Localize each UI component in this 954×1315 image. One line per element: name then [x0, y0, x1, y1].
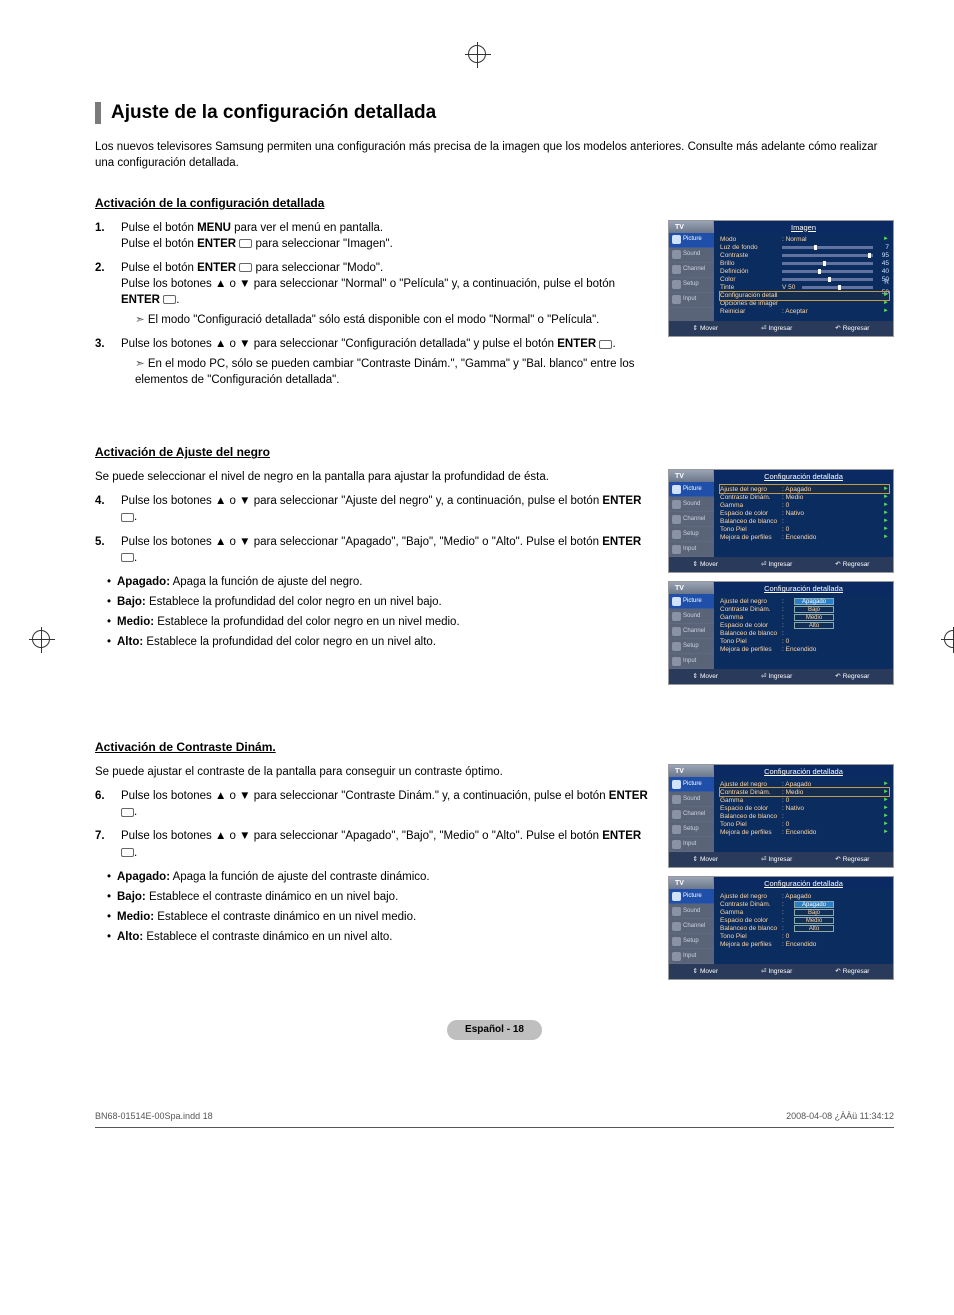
tv-side-item: Picture	[669, 233, 714, 248]
bullet-item: Alto: Establece la profundidad del color…	[107, 634, 654, 650]
tv-side-item: Input	[669, 837, 714, 852]
tv-side-item: Sound	[669, 904, 714, 919]
print-reg-mark-top	[468, 45, 486, 63]
tv-side-item: Sound	[669, 497, 714, 512]
tv-menu-row: Mejora de perfiles: Encendido	[720, 645, 889, 653]
section-heading: Activación de Contraste Dinám.	[95, 739, 894, 756]
bullet-item: Alto: Establece el contraste dinámico en…	[107, 929, 654, 945]
tv-side-item: Channel	[669, 807, 714, 822]
step-item: 4.Pulse los botones ▲ o ▼ para seleccion…	[95, 493, 654, 525]
tv-menu-imagen: TVImagenPictureSoundChannelSetupInputMod…	[668, 220, 894, 337]
step-item: 6.Pulse los botones ▲ o ▼ para seleccion…	[95, 788, 654, 820]
section-heading: Activación de la configuración detallada	[95, 195, 894, 212]
tv-side-item: Channel	[669, 624, 714, 639]
tv-side-item: Input	[669, 949, 714, 964]
step-item: 7.Pulse los botones ▲ o ▼ para seleccion…	[95, 828, 654, 860]
tv-side-item: Input	[669, 293, 714, 308]
tv-menu-config-detallada: TVConfiguración detalladaPictureSoundCha…	[668, 469, 894, 573]
bullet-item: Medio: Establece la profundidad del colo…	[107, 614, 654, 630]
tv-side-item: Channel	[669, 263, 714, 278]
step-item: 2.Pulse el botón ENTER para seleccionar …	[95, 260, 654, 328]
tv-side-item: Sound	[669, 609, 714, 624]
footer-left: BN68-01514E-00Spa.indd 18	[95, 1110, 213, 1123]
tv-side-item: Setup	[669, 822, 714, 837]
tv-menu-row: Mejora de perfiles: Encendido	[720, 940, 889, 948]
steps-list: 1.Pulse el botón MENU para ver el menú e…	[95, 220, 654, 389]
tv-side-item: Setup	[669, 527, 714, 542]
tv-menu-row: Mejora de perfiles: Encendido►	[720, 533, 889, 541]
bullet-item: Bajo: Establece la profundidad del color…	[107, 594, 654, 610]
intro-text: Los nuevos televisores Samsung permiten …	[95, 139, 894, 171]
section-desc: Se puede ajustar el contraste de la pant…	[95, 764, 654, 780]
tv-side-item: Picture	[669, 482, 714, 497]
tv-side-item: Picture	[669, 594, 714, 609]
print-footer: BN68-01514E-00Spa.indd 18 2008-04-08 ¿ÀÀ…	[95, 1110, 894, 1123]
tv-side-item: Setup	[669, 278, 714, 293]
tv-side-item: Sound	[669, 792, 714, 807]
print-reg-mark-left	[32, 630, 50, 648]
page-title: Ajuste de la configuración detallada	[111, 100, 436, 127]
section-activation-detailed: Activación de la configuración detallada…	[95, 195, 894, 397]
tv-side-item: Setup	[669, 639, 714, 654]
section-heading: Activación de Ajuste del negro	[95, 444, 894, 461]
footer-right: 2008-04-08 ¿ÀÀü 11:34:12	[786, 1110, 894, 1123]
bullet-item: Apagado: Apaga la función de ajuste del …	[107, 869, 654, 885]
steps-list: 4.Pulse los botones ▲ o ▼ para seleccion…	[95, 493, 654, 565]
tv-side-item: Sound	[669, 248, 714, 263]
bullet-list: Apagado: Apaga la función de ajuste del …	[95, 869, 654, 945]
bullet-item: Bajo: Establece el contraste dinámico en…	[107, 889, 654, 905]
tv-menu-config-detallada: TVConfiguración detalladaPictureSoundCha…	[668, 764, 894, 868]
section-contraste-dinam: Activación de Contraste Dinám. Se puede …	[95, 739, 894, 980]
page-number-badge: Español - 18	[95, 1020, 894, 1040]
tv-menu-config-detallada-options: TVConfiguración detalladaPictureSoundCha…	[668, 876, 894, 980]
bullet-item: Apagado: Apaga la función de ajuste del …	[107, 574, 654, 590]
footer-rule	[95, 1127, 894, 1128]
section-ajuste-del-negro: Activación de Ajuste del negro Se puede …	[95, 444, 894, 685]
tv-menu-config-detallada-options: TVConfiguración detalladaPictureSoundCha…	[668, 581, 894, 685]
tv-side-item: Channel	[669, 512, 714, 527]
tv-menu-row: Mejora de perfiles: Encendido►	[720, 828, 889, 836]
bullet-list: Apagado: Apaga la función de ajuste del …	[95, 574, 654, 650]
section-desc: Se puede seleccionar el nivel de negro e…	[95, 469, 654, 485]
tv-side-item: Input	[669, 542, 714, 557]
tv-menu-row: Reiniciar: Aceptar►	[720, 308, 889, 316]
steps-list: 6.Pulse los botones ▲ o ▼ para seleccion…	[95, 788, 654, 860]
tv-side-item: Channel	[669, 919, 714, 934]
bullet-item: Medio: Establece el contraste dinámico e…	[107, 909, 654, 925]
tv-side-item: Setup	[669, 934, 714, 949]
step-item: 1.Pulse el botón MENU para ver el menú e…	[95, 220, 654, 252]
step-item: 5.Pulse los botones ▲ o ▼ para seleccion…	[95, 534, 654, 566]
step-item: 3.Pulse los botones ▲ o ▼ para seleccion…	[95, 336, 654, 388]
title-accent-bar	[95, 102, 101, 124]
tv-side-item: Picture	[669, 777, 714, 792]
print-reg-mark-right	[944, 630, 954, 648]
tv-side-item: Picture	[669, 889, 714, 904]
tv-side-item: Input	[669, 654, 714, 669]
